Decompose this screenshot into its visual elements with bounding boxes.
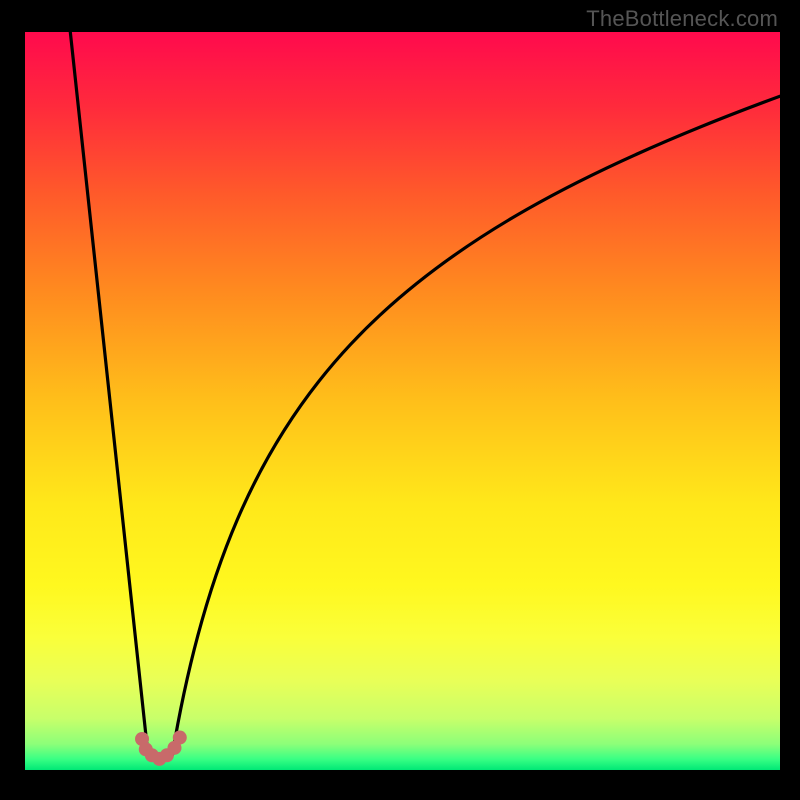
frame-right — [780, 0, 800, 800]
bottleneck-curve-path — [70, 32, 780, 759]
frame-left — [0, 0, 25, 800]
trough-markers — [135, 731, 187, 766]
chart-stage: { "canvas": { "width": 800, "height": 80… — [0, 0, 800, 800]
frame-bottom — [0, 770, 800, 800]
trough-marker — [173, 731, 187, 745]
plot-area — [25, 32, 780, 770]
bottleneck-curve — [25, 32, 780, 770]
watermark-text: TheBottleneck.com — [586, 6, 778, 32]
